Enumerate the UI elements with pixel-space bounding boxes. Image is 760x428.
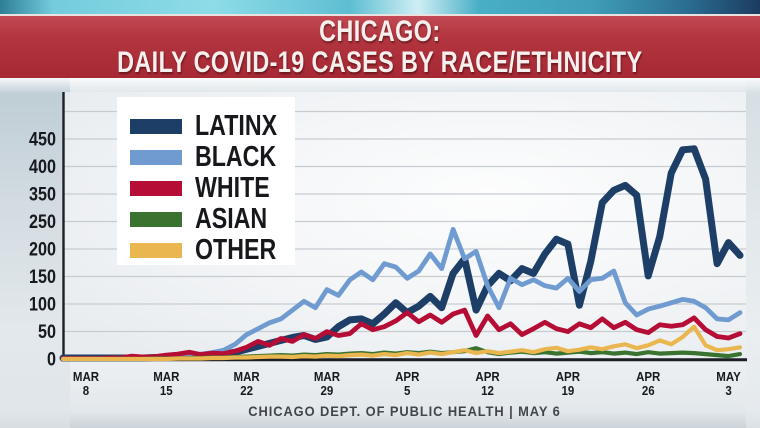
x-tick-month: APR	[636, 370, 661, 385]
x-axis-label: MAY	[716, 370, 740, 385]
legend-label: LATINX	[195, 110, 278, 142]
x-axis-label: MAR	[314, 370, 340, 385]
source-attribution: CHICAGO DEPT. OF PUBLIC HEALTH | MAY 6	[248, 403, 561, 419]
x-tick-day: 8	[83, 384, 90, 399]
y-axis-label: 150	[29, 266, 56, 288]
x-tick-day: 19	[561, 384, 574, 399]
x-tick-day: 26	[642, 384, 655, 399]
x-axis-label: APR	[395, 370, 420, 385]
x-axis-label: MAR	[153, 370, 179, 385]
y-tick-text: 250	[29, 211, 56, 233]
y-tick-text: 50	[38, 321, 56, 343]
x-tick-month: MAY	[716, 370, 740, 385]
y-axis-label: 0	[47, 348, 56, 370]
x-axis-label: MAR	[73, 370, 99, 385]
x-tick-month: APR	[475, 370, 500, 385]
x-axis-label: 26	[642, 384, 655, 399]
x-tick-month: MAR	[153, 370, 179, 385]
x-axis-label: 22	[240, 384, 253, 399]
y-axis-label: 250	[29, 211, 56, 233]
legend-swatch-asian	[130, 212, 182, 227]
x-axis-label: APR	[636, 370, 661, 385]
legend-label: BLACK	[195, 141, 277, 173]
y-tick-text: 200	[29, 238, 56, 260]
x-tick-month: MAR	[73, 370, 99, 385]
title-line-2: DAILY COVID-19 CASES BY RACE/ETHNICITY	[117, 46, 643, 79]
x-axis-label: 8	[83, 384, 90, 399]
series-line-other	[60, 324, 743, 362]
y-axis-label: 400	[29, 156, 56, 178]
teal-top-strip	[0, 0, 760, 14]
y-tick-text: 150	[29, 266, 56, 288]
x-tick-month: MAR	[314, 370, 340, 385]
legend-swatch-black	[130, 150, 182, 165]
y-axis-label: 100	[29, 293, 56, 315]
title-banner: CHICAGO: DAILY COVID-19 CASES BY RACE/ET…	[0, 14, 760, 78]
title-line-1: CHICAGO:	[319, 15, 441, 48]
y-tick-text: 350	[29, 183, 56, 205]
x-axis-label: 3	[725, 384, 732, 399]
x-tick-month: APR	[395, 370, 420, 385]
y-tick-text: 0	[47, 348, 56, 370]
y-tick-text: 100	[29, 293, 56, 315]
x-tick-month: MAR	[234, 370, 260, 385]
x-tick-day: 29	[321, 384, 334, 399]
legend-item: WHITE	[130, 173, 295, 204]
legend-label: OTHER	[195, 234, 277, 266]
y-axis-label: 50	[38, 321, 56, 343]
x-axis-label: 5	[404, 384, 411, 399]
x-tick-day: 15	[160, 384, 173, 399]
legend-item: ASIAN	[130, 204, 295, 235]
y-axis-label: 450	[29, 128, 56, 150]
left-background-tint	[0, 78, 70, 428]
x-axis-label: 29	[321, 384, 334, 399]
x-axis-label: 12	[481, 384, 494, 399]
right-background-tint	[746, 78, 760, 428]
x-tick-day: 3	[725, 384, 732, 399]
legend-swatch-latinx	[130, 119, 182, 134]
legend-item: OTHER	[130, 235, 295, 266]
y-tick-text: 400	[29, 156, 56, 178]
y-tick-text: 450	[29, 128, 56, 150]
x-axis-label: 19	[561, 384, 574, 399]
legend-swatch-white	[130, 181, 182, 196]
x-axis-label: APR	[556, 370, 581, 385]
x-tick-day: 12	[481, 384, 494, 399]
y-axis-label: 200	[29, 238, 56, 260]
x-axis-label: 15	[160, 384, 173, 399]
x-axis-label: APR	[475, 370, 500, 385]
x-tick-month: APR	[556, 370, 581, 385]
x-axis-label: MAR	[234, 370, 260, 385]
x-tick-day: 5	[404, 384, 411, 399]
series-line-white	[60, 307, 743, 361]
legend-label: ASIAN	[195, 203, 268, 235]
legend-item: LATINX	[130, 111, 295, 142]
y-axis-label: 350	[29, 183, 56, 205]
banner-bottom-glow	[0, 78, 760, 94]
x-tick-day: 22	[240, 384, 253, 399]
legend-label: WHITE	[195, 172, 270, 204]
legend-item: BLACK	[130, 142, 295, 173]
legend-box: LATINX BLACK WHITE ASIAN OTHER	[117, 97, 295, 265]
legend-swatch-other	[130, 243, 182, 258]
